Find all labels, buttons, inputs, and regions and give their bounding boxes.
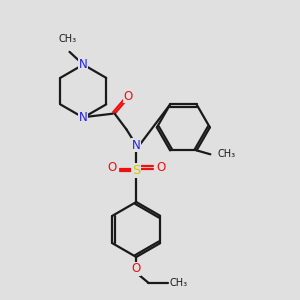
Text: N: N — [79, 58, 88, 71]
Text: S: S — [132, 164, 140, 177]
Text: O: O — [132, 262, 141, 275]
Text: CH₃: CH₃ — [169, 278, 188, 287]
Text: O: O — [156, 161, 165, 174]
Text: N: N — [132, 139, 141, 152]
Text: CH₃: CH₃ — [217, 149, 236, 159]
Text: CH₃: CH₃ — [58, 34, 76, 44]
Text: N: N — [79, 111, 88, 124]
Text: O: O — [107, 161, 116, 174]
Text: O: O — [124, 89, 133, 103]
